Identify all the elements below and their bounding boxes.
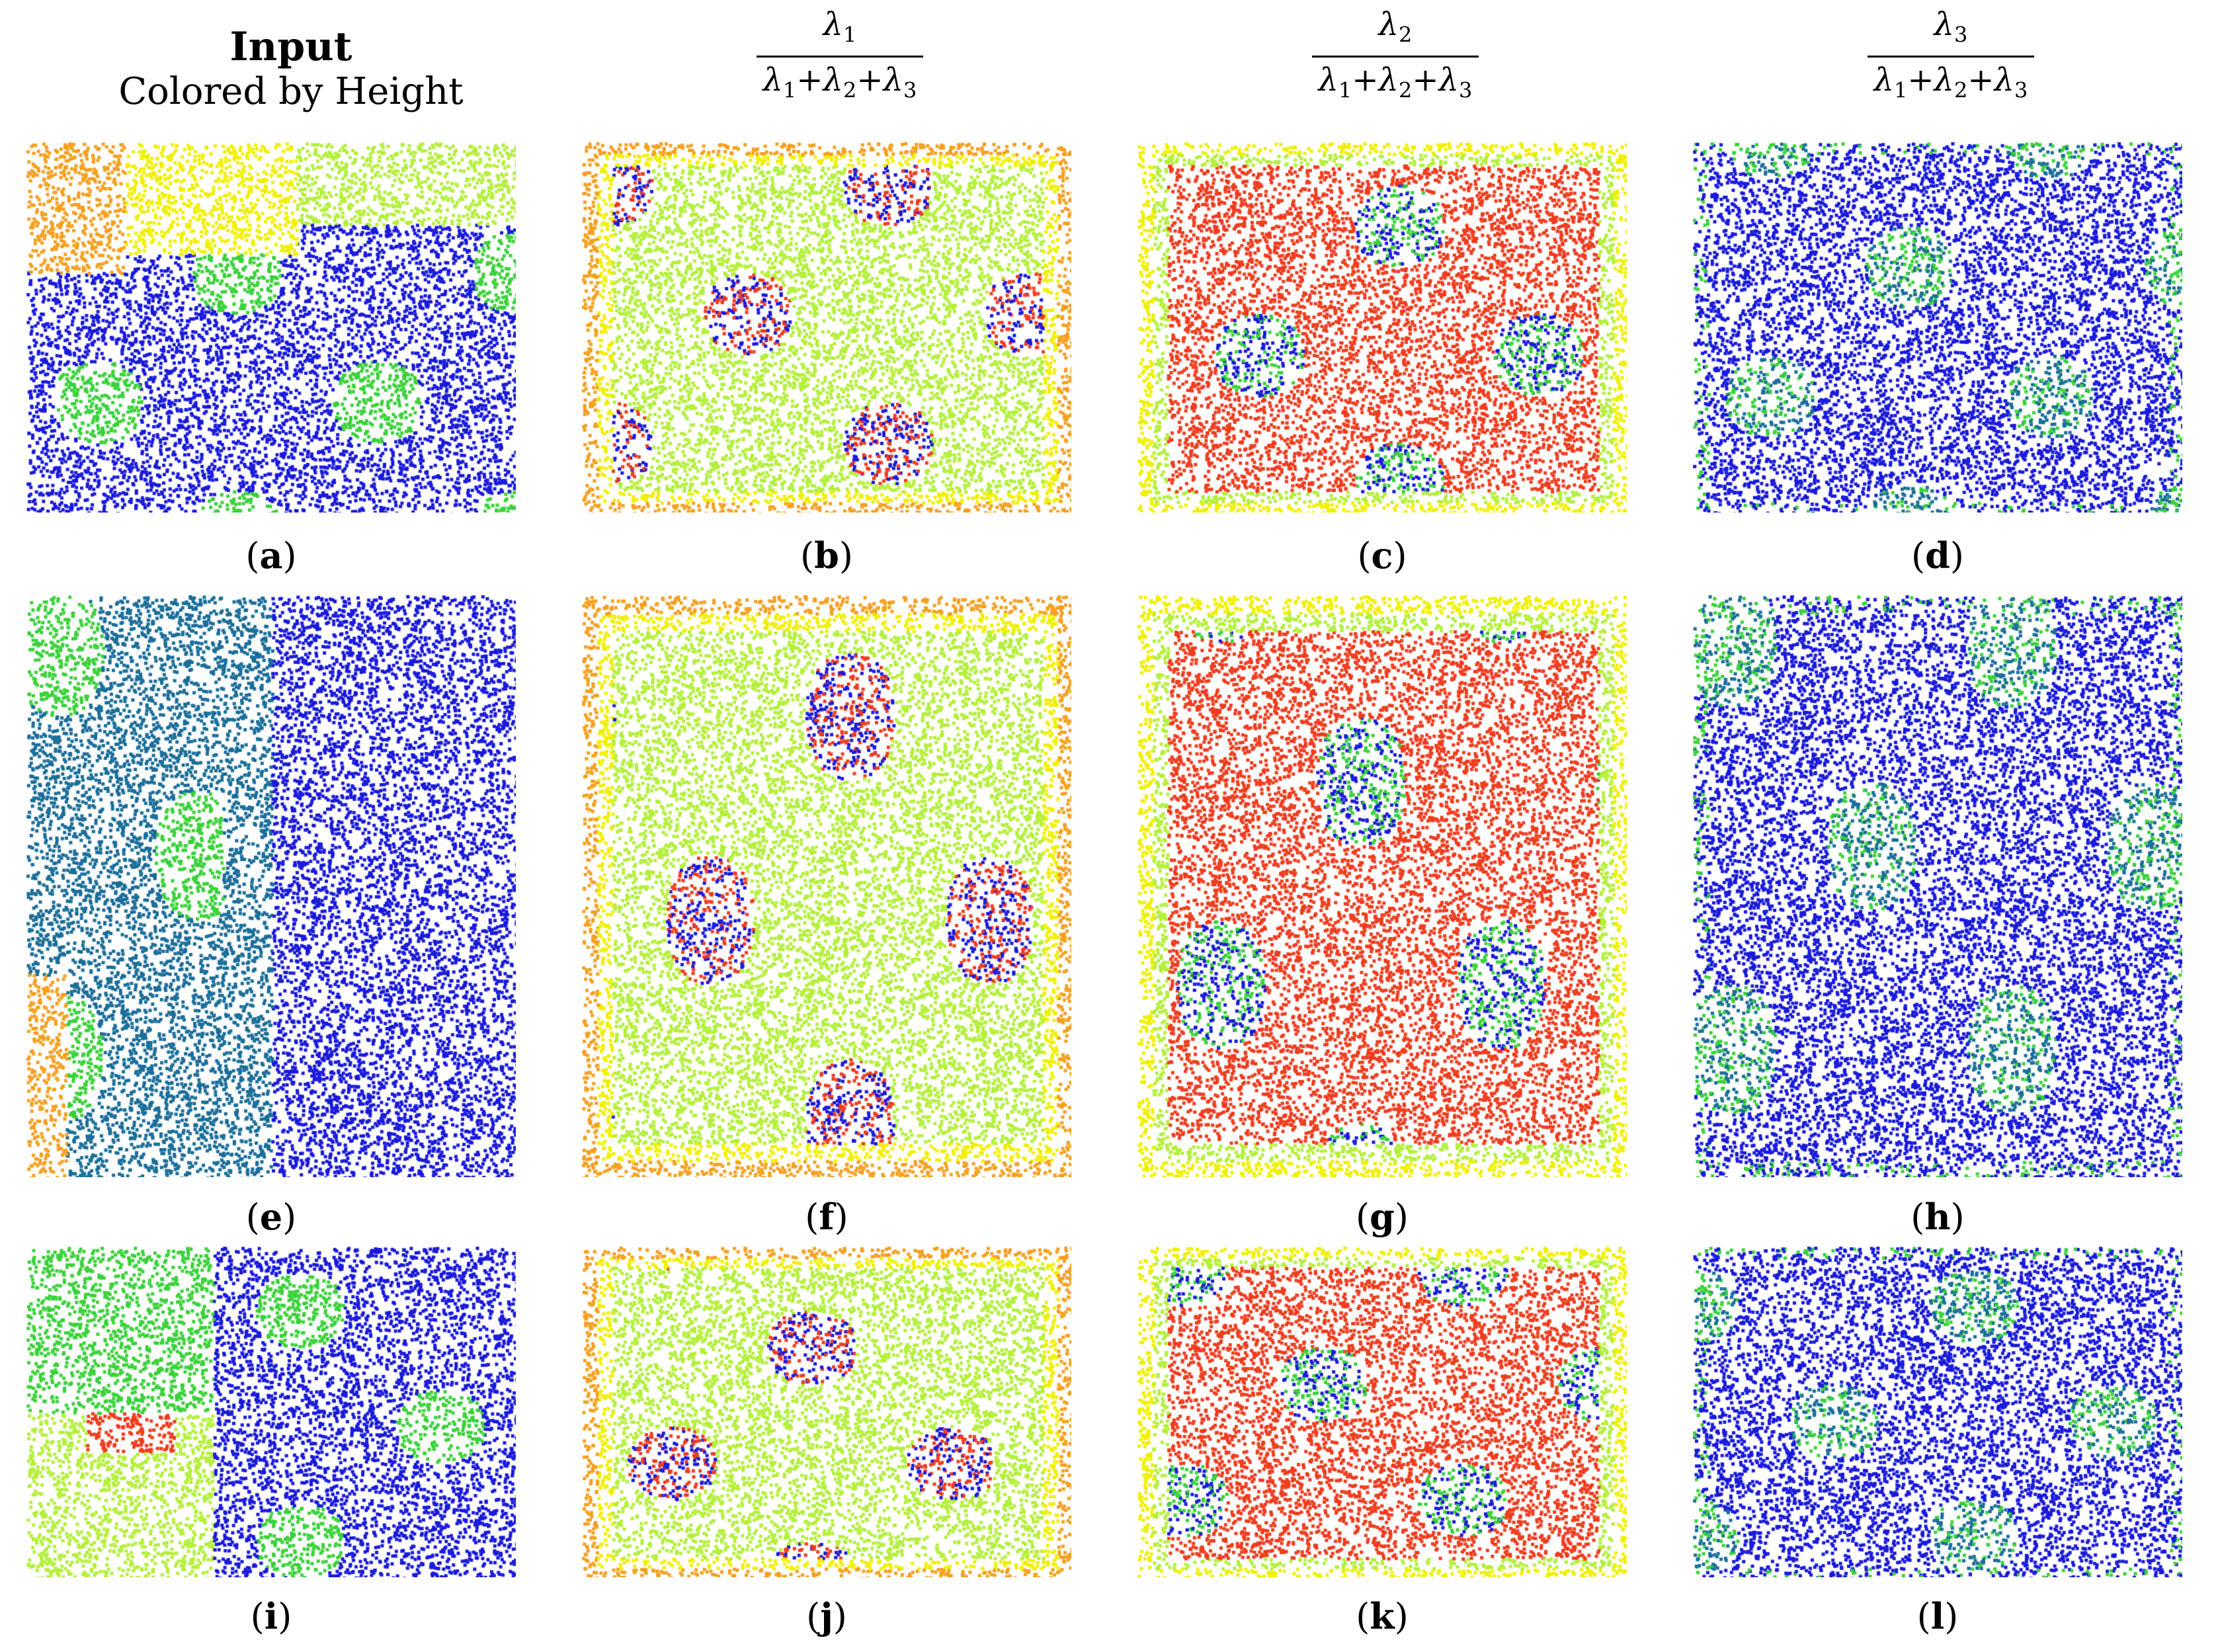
- input-title: Input: [229, 24, 352, 70]
- lambda2-column-header: λ2 λ1+λ2+λ3: [1137, 4, 1653, 110]
- point-cloud-panel-b: [582, 142, 1071, 513]
- point-cloud-panel-j: [582, 1247, 1071, 1577]
- input-subtitle: Colored by Height: [118, 70, 464, 113]
- panel-caption-f: (f): [805, 1196, 848, 1238]
- point-cloud-panel-c: [1137, 142, 1627, 513]
- point-cloud-panel-k: [1137, 1247, 1627, 1577]
- point-cloud-panel-e: [26, 595, 516, 1177]
- panel-caption-e: (e): [245, 1196, 297, 1238]
- lambda1-fraction: λ1 λ1+λ2+λ3: [756, 4, 924, 110]
- point-cloud-panel-l: [1693, 1247, 2182, 1577]
- panel-caption-c: (c): [1357, 534, 1407, 577]
- panel-caption-k: (k): [1356, 1595, 1409, 1637]
- lambda3-column-header: λ3 λ1+λ2+λ3: [1693, 4, 2209, 110]
- point-cloud-panel-f: [582, 595, 1071, 1177]
- point-cloud-panel-d: [1693, 142, 2182, 513]
- point-cloud-panel-h: [1693, 595, 2182, 1177]
- panel-caption-b: (b): [800, 534, 853, 577]
- panel-caption-l: (l): [1916, 1595, 1959, 1637]
- panel-caption-a: (a): [245, 534, 297, 577]
- lambda1-column-header: λ1 λ1+λ2+λ3: [582, 4, 1098, 110]
- panel-caption-h: (h): [1910, 1196, 1965, 1238]
- lambda3-fraction: λ3 λ1+λ2+λ3: [1867, 4, 2035, 110]
- panel-caption-d: (d): [1911, 534, 1964, 577]
- input-column-header: Input Colored by Height: [40, 24, 542, 114]
- lambda2-fraction: λ2 λ1+λ2+λ3: [1311, 4, 1479, 110]
- point-cloud-panel-g: [1137, 595, 1627, 1177]
- panel-caption-g: (g): [1356, 1196, 1409, 1238]
- panel-caption-j: (j): [806, 1595, 847, 1637]
- point-cloud-panel-a: [26, 142, 516, 513]
- point-cloud-panel-i: [26, 1247, 516, 1577]
- panel-caption-i: (i): [250, 1595, 292, 1637]
